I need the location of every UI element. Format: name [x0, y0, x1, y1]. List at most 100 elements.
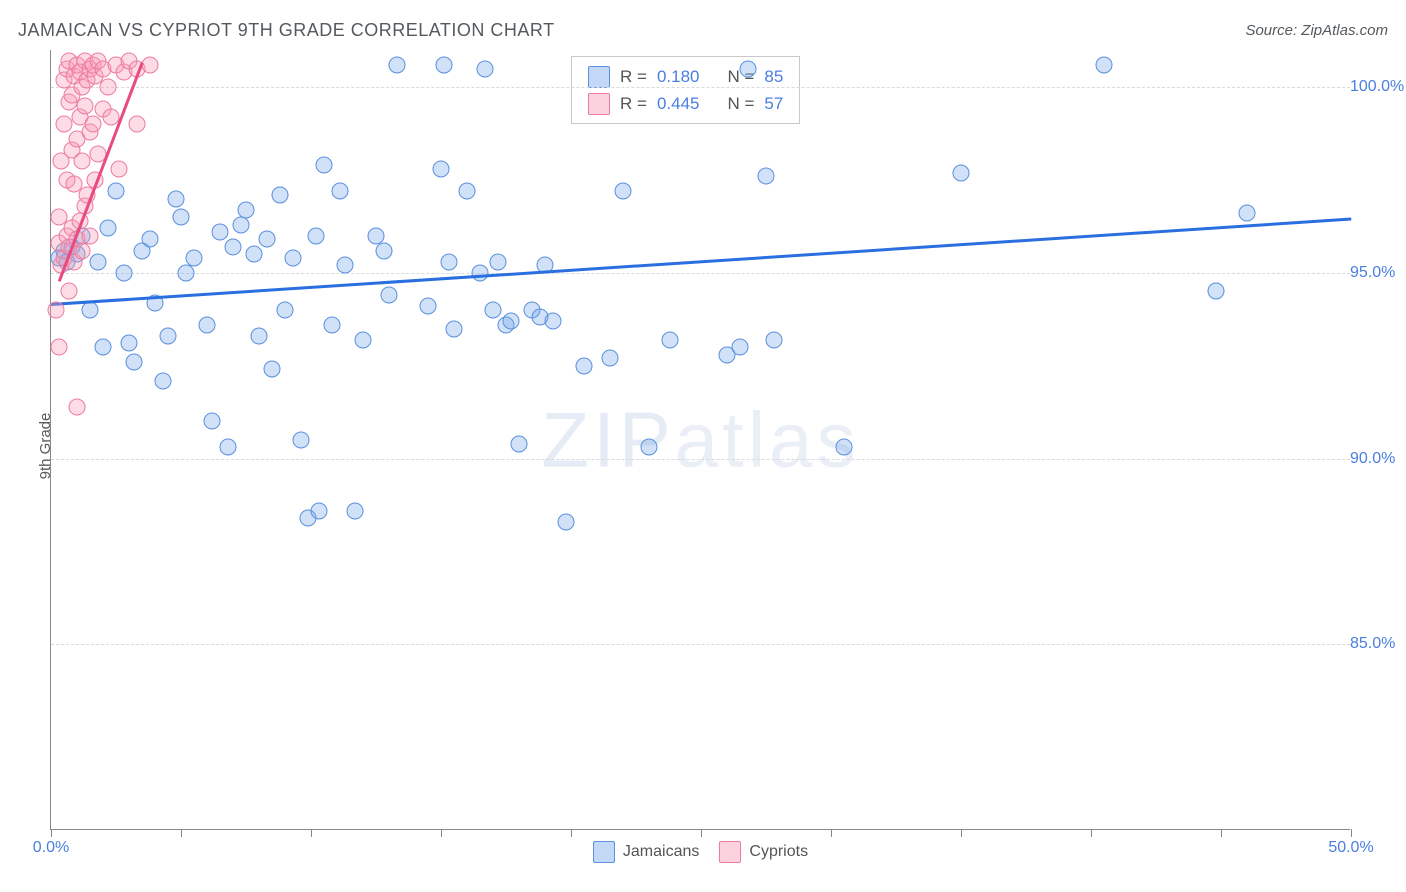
x-tick-label: 50.0% — [1328, 839, 1373, 857]
data-point — [576, 357, 593, 374]
data-point — [739, 60, 756, 77]
data-point — [48, 302, 65, 319]
gridline — [51, 459, 1350, 460]
x-tick — [1091, 829, 1092, 837]
data-point — [95, 339, 112, 356]
data-point — [765, 331, 782, 348]
x-tick — [51, 829, 52, 837]
x-tick — [831, 829, 832, 837]
data-point — [264, 361, 281, 378]
data-point — [953, 164, 970, 181]
x-tick — [311, 829, 312, 837]
data-point — [212, 224, 229, 241]
x-tick — [1351, 829, 1352, 837]
data-point — [375, 242, 392, 259]
r-label: R = — [620, 63, 647, 90]
data-point — [121, 335, 138, 352]
data-point — [485, 302, 502, 319]
source-label: Source: ZipAtlas.com — [1245, 22, 1388, 39]
data-point — [1207, 283, 1224, 300]
swatch-blue — [593, 841, 615, 863]
y-tick-label: 85.0% — [1350, 635, 1406, 653]
data-point — [238, 201, 255, 218]
data-point — [292, 432, 309, 449]
watermark-bold: ZIP — [541, 395, 674, 483]
r-label: R = — [620, 90, 647, 117]
data-point — [82, 302, 99, 319]
scatter-plot: ZIPatlas R =0.180N =85R =0.445N =57 Jama… — [50, 50, 1350, 830]
data-point — [323, 316, 340, 333]
gridline — [51, 644, 1350, 645]
data-point — [459, 183, 476, 200]
r-value: 0.180 — [657, 63, 700, 90]
x-tick — [571, 829, 572, 837]
y-tick-label: 90.0% — [1350, 450, 1406, 468]
y-tick-label: 95.0% — [1350, 264, 1406, 282]
y-tick-label: 100.0% — [1350, 78, 1406, 96]
data-point — [420, 298, 437, 315]
data-point — [347, 502, 364, 519]
data-point — [56, 116, 73, 133]
r-value: 0.445 — [657, 90, 700, 117]
data-point — [440, 253, 457, 270]
data-point — [76, 97, 93, 114]
n-value: 85 — [764, 63, 783, 90]
data-point — [167, 190, 184, 207]
data-point — [271, 186, 288, 203]
data-point — [310, 502, 327, 519]
data-point — [490, 253, 507, 270]
x-tick-label: 0.0% — [33, 839, 69, 857]
data-point — [284, 250, 301, 267]
legend-label: Cypriots — [749, 843, 808, 861]
data-point — [69, 398, 86, 415]
data-point — [141, 231, 158, 248]
chart-title: JAMAICAN VS CYPRIOT 9TH GRADE CORRELATIO… — [18, 20, 555, 41]
gridline — [51, 273, 1350, 274]
data-point — [602, 350, 619, 367]
data-point — [446, 320, 463, 337]
data-point — [186, 250, 203, 267]
data-point — [433, 160, 450, 177]
x-tick — [961, 829, 962, 837]
legend-item: Cypriots — [719, 841, 808, 863]
data-point — [199, 316, 216, 333]
data-point — [258, 231, 275, 248]
bottom-legend: Jamaicans Cypriots — [51, 841, 1350, 863]
data-point — [100, 79, 117, 96]
data-point — [245, 246, 262, 263]
legend-label: Jamaicans — [623, 843, 699, 861]
data-point — [661, 331, 678, 348]
data-point — [511, 435, 528, 452]
gridline — [51, 87, 1350, 88]
data-point — [219, 439, 236, 456]
data-point — [84, 116, 101, 133]
data-point — [154, 372, 171, 389]
n-label: N = — [727, 90, 754, 117]
data-point — [232, 216, 249, 233]
data-point — [225, 238, 242, 255]
data-point — [557, 513, 574, 530]
data-point — [141, 56, 158, 73]
data-point — [108, 183, 125, 200]
data-point — [1096, 56, 1113, 73]
data-point — [836, 439, 853, 456]
swatch-blue — [588, 66, 610, 88]
data-point — [758, 168, 775, 185]
data-point — [355, 331, 372, 348]
data-point — [74, 242, 91, 259]
data-point — [204, 413, 221, 430]
data-point — [503, 313, 520, 330]
legend-item: Jamaicans — [593, 841, 699, 863]
x-tick — [441, 829, 442, 837]
stats-row: R =0.445N =57 — [588, 90, 783, 117]
data-point — [89, 253, 106, 270]
data-point — [50, 339, 67, 356]
data-point — [74, 153, 91, 170]
data-point — [173, 209, 190, 226]
data-point — [316, 157, 333, 174]
data-point — [115, 264, 132, 281]
data-point — [381, 287, 398, 304]
data-point — [331, 183, 348, 200]
data-point — [110, 160, 127, 177]
data-point — [336, 257, 353, 274]
